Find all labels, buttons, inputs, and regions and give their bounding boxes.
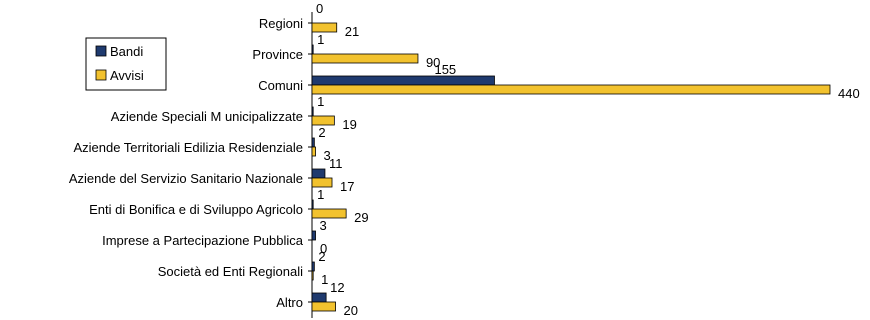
bar-bandi bbox=[311, 44, 314, 55]
data-label-avvisi: 29 bbox=[354, 210, 368, 225]
data-label-bandi: 155 bbox=[434, 62, 456, 77]
data-label-avvisi: 90 bbox=[426, 55, 440, 70]
legend-swatch-avvisi bbox=[95, 69, 107, 81]
bar-bandi bbox=[311, 75, 495, 86]
bar-bandi bbox=[311, 168, 326, 179]
data-label-avvisi: 19 bbox=[342, 117, 356, 132]
bar-bandi bbox=[311, 199, 314, 210]
data-label-bandi: 0 bbox=[316, 1, 323, 16]
legend: Bandi Avvisi bbox=[85, 37, 167, 91]
category-label: Regioni bbox=[259, 16, 303, 31]
data-label-bandi: 1 bbox=[317, 94, 324, 109]
category-label: Altro bbox=[276, 295, 303, 310]
bar-avvisi bbox=[311, 208, 347, 219]
data-label-bandi: 2 bbox=[318, 125, 325, 140]
bar-avvisi bbox=[311, 301, 336, 312]
bar-avvisi bbox=[311, 146, 316, 157]
legend-label-bandi: Bandi bbox=[110, 44, 143, 59]
category-label: Province bbox=[252, 47, 303, 62]
bar-bandi bbox=[311, 137, 315, 148]
bar-avvisi bbox=[311, 115, 335, 126]
bar-avvisi bbox=[311, 270, 314, 281]
legend-swatch-bandi bbox=[95, 45, 107, 57]
data-label-avvisi: 20 bbox=[344, 303, 358, 318]
bar-avvisi bbox=[311, 22, 338, 33]
bar-bandi bbox=[311, 292, 327, 303]
data-label-bandi: 11 bbox=[329, 156, 343, 171]
category-label: Aziende del Servizio Sanitario Nazionale bbox=[69, 171, 303, 186]
bar-avvisi bbox=[311, 84, 831, 95]
category-label: Enti di Bonifica e di Sviluppo Agricolo bbox=[89, 202, 303, 217]
category-label: Comuni bbox=[258, 78, 303, 93]
data-label-avvisi: 21 bbox=[345, 24, 359, 39]
data-label-avvisi: 17 bbox=[340, 179, 354, 194]
data-label-avvisi: 3 bbox=[324, 148, 331, 163]
data-label-bandi: 12 bbox=[330, 280, 344, 295]
legend-label-avvisi: Avvisi bbox=[110, 68, 144, 83]
data-label-avvisi: 440 bbox=[838, 86, 860, 101]
bar-bandi bbox=[311, 106, 314, 117]
data-label-bandi: 3 bbox=[320, 218, 327, 233]
data-label-bandi: 2 bbox=[318, 249, 325, 264]
data-label-bandi: 1 bbox=[317, 32, 324, 47]
data-label-avvisi: 1 bbox=[321, 272, 328, 287]
bar-bandi bbox=[311, 261, 315, 272]
category-label: Aziende Speciali M unicipalizzate bbox=[111, 109, 303, 124]
data-label-avvisi: 0 bbox=[320, 241, 327, 256]
category-label: Imprese a Partecipazione Pubblica bbox=[102, 233, 304, 248]
plot-area: Regioni021Province190Comuni155440Aziende… bbox=[69, 1, 860, 318]
category-label: Società ed Enti Regionali bbox=[158, 264, 303, 279]
category-label: Aziende Territoriali Edilizia Residenzia… bbox=[73, 140, 303, 155]
bar-bandi bbox=[311, 230, 316, 241]
data-label-bandi: 1 bbox=[317, 187, 324, 202]
bar-avvisi bbox=[311, 177, 333, 188]
bar-avvisi bbox=[311, 53, 419, 64]
